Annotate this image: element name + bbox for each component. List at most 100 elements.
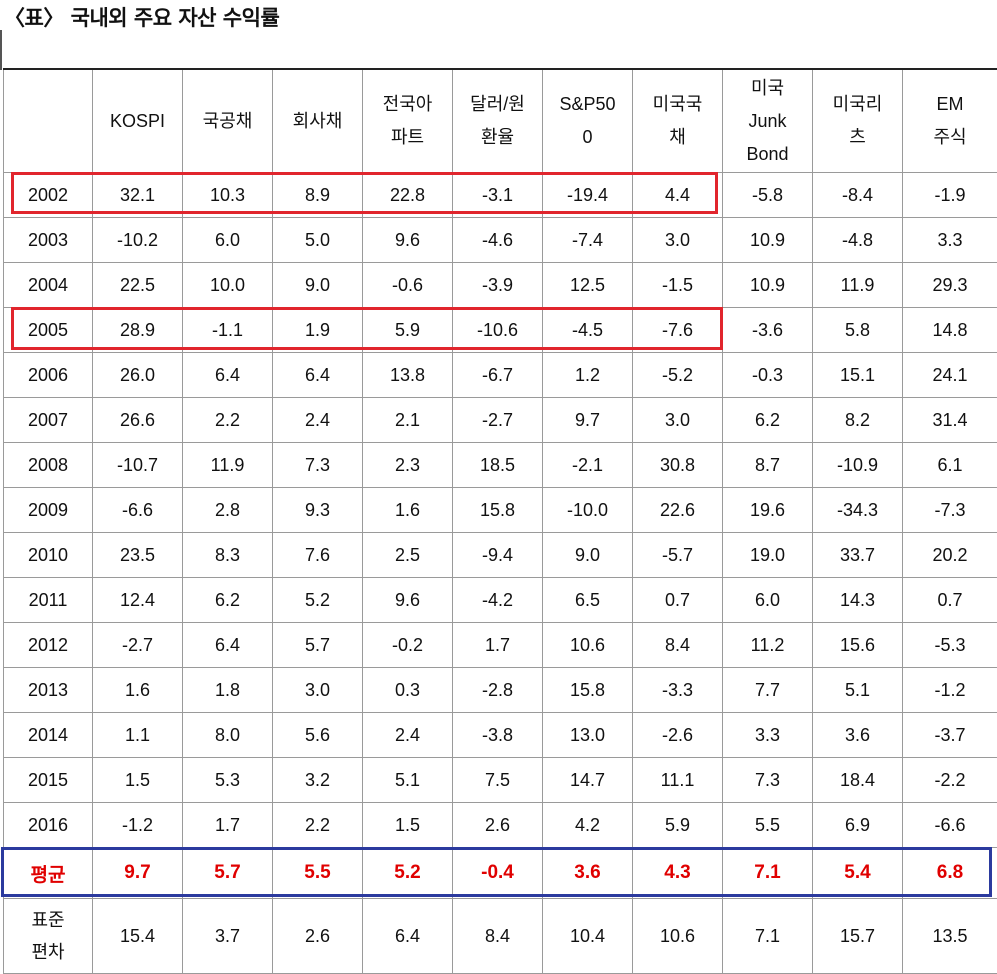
cell-value: 1.7 (453, 623, 543, 668)
cell-value: 22.6 (633, 488, 723, 533)
cell-value: -1.2 (903, 668, 997, 713)
cell-value: 6.2 (723, 398, 813, 443)
cell-value: 26.0 (93, 353, 183, 398)
cell-value: 8.4 (633, 623, 723, 668)
cell-value: -6.6 (903, 803, 997, 848)
cell-value: 0.7 (633, 578, 723, 623)
cell-value: 24.1 (903, 353, 997, 398)
cell-value: 5.2 (273, 578, 363, 623)
cell-value: 3.0 (633, 398, 723, 443)
cell-value: 2.8 (183, 488, 273, 533)
cell-value: 10.6 (543, 623, 633, 668)
cell-value: 13.5 (903, 899, 997, 974)
cell-value: -2.8 (453, 668, 543, 713)
cell-value: 3.3 (723, 713, 813, 758)
cell-value: 3.6 (813, 713, 903, 758)
cell-value: 7.5 (453, 758, 543, 803)
cell-value: -10.6 (453, 308, 543, 353)
cell-value: 4.4 (633, 173, 723, 218)
cell-value: -3.7 (903, 713, 997, 758)
cell-value: 26.6 (93, 398, 183, 443)
cell-value: -8.4 (813, 173, 903, 218)
cell-value: 9.7 (93, 848, 183, 899)
cell-value: 9.3 (273, 488, 363, 533)
cell-value: 5.2 (363, 848, 453, 899)
cell-value: 15.7 (813, 899, 903, 974)
cell-value: 7.7 (723, 668, 813, 713)
cell-value: 7.3 (723, 758, 813, 803)
cell-value: 14.3 (813, 578, 903, 623)
cell-value: 13.0 (543, 713, 633, 758)
cell-value: 5.5 (273, 848, 363, 899)
row-label: 2009 (4, 488, 93, 533)
cell-value: -5.3 (903, 623, 997, 668)
cell-value: -1.1 (183, 308, 273, 353)
cell-value: 5.3 (183, 758, 273, 803)
cell-value: -3.8 (453, 713, 543, 758)
cell-value: 5.8 (813, 308, 903, 353)
cell-value: 22.8 (363, 173, 453, 218)
cell-value: 31.4 (903, 398, 997, 443)
cell-value: 1.6 (93, 668, 183, 713)
row-label: 2016 (4, 803, 93, 848)
row-label: 2013 (4, 668, 93, 713)
cell-value: 8.3 (183, 533, 273, 578)
cell-value: 2.4 (363, 713, 453, 758)
cell-value: 14.7 (543, 758, 633, 803)
cell-value: 1.5 (93, 758, 183, 803)
cell-value: 1.6 (363, 488, 453, 533)
cell-value: 5.1 (813, 668, 903, 713)
cell-value: 11.9 (183, 443, 273, 488)
cell-value: 2.2 (273, 803, 363, 848)
cell-value: 0.7 (903, 578, 997, 623)
cell-value: 10.6 (633, 899, 723, 974)
row-label: 2014 (4, 713, 93, 758)
cell-value: 9.6 (363, 218, 453, 263)
cell-value: 12.4 (93, 578, 183, 623)
cell-value: 6.8 (903, 848, 997, 899)
cell-value: 11.2 (723, 623, 813, 668)
cell-value: 19.0 (723, 533, 813, 578)
cell-value: 5.9 (363, 308, 453, 353)
cell-value: 18.5 (453, 443, 543, 488)
cell-value: -1.5 (633, 263, 723, 308)
cell-value: 6.4 (183, 623, 273, 668)
cell-value: -6.7 (453, 353, 543, 398)
cell-value: 5.6 (273, 713, 363, 758)
cell-value: -2.7 (93, 623, 183, 668)
cell-value: 3.6 (543, 848, 633, 899)
cell-value: -5.7 (633, 533, 723, 578)
header-corner-cell (4, 69, 93, 173)
cell-value: 7.1 (723, 899, 813, 974)
cell-value: 15.4 (93, 899, 183, 974)
cell-value: -4.2 (453, 578, 543, 623)
cell-value: 9.0 (543, 533, 633, 578)
cell-value: 9.0 (273, 263, 363, 308)
cell-value: 2.6 (453, 803, 543, 848)
cell-value: 1.2 (543, 353, 633, 398)
cell-value: -2.6 (633, 713, 723, 758)
cell-value: 6.1 (903, 443, 997, 488)
row-label: 2012 (4, 623, 93, 668)
cell-value: 8.0 (183, 713, 273, 758)
row-label: 2011 (4, 578, 93, 623)
cell-value: 33.7 (813, 533, 903, 578)
cell-value: 12.5 (543, 263, 633, 308)
cell-value: -7.4 (543, 218, 633, 263)
column-header: 회사채 (273, 69, 363, 173)
cell-value: -7.6 (633, 308, 723, 353)
